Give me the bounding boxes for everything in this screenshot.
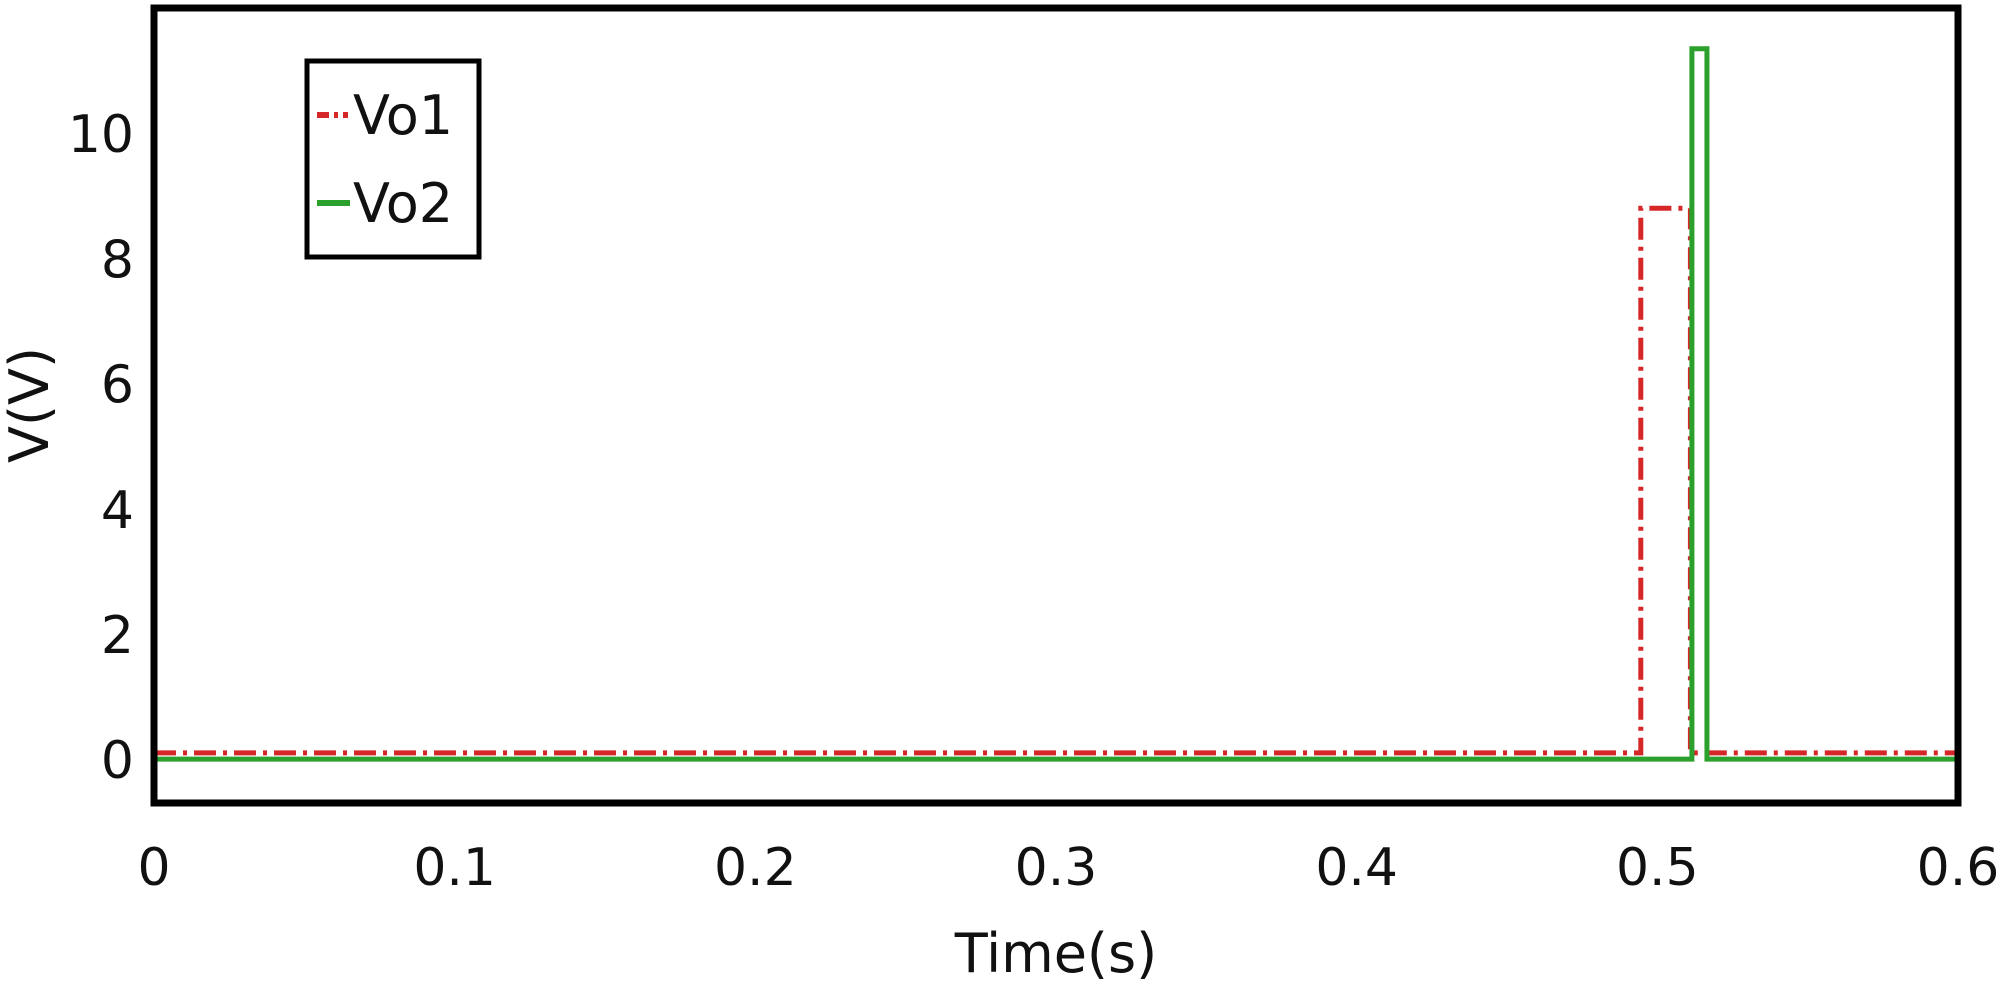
- y-axis-ticks: 0 2 4 6 8 10: [68, 105, 134, 791]
- x-tick-label: 0: [137, 838, 170, 898]
- x-axis-ticks: 0 0.1 0.2 0.3 0.4 0.5 0.6: [137, 838, 1999, 898]
- legend-box: [304, 58, 482, 260]
- x-tick-label: 0.1: [413, 838, 496, 898]
- series-line-vo1: [154, 205, 1958, 756]
- y-axis-title: V(V): [0, 347, 61, 463]
- x-tick-label: 0.6: [1917, 838, 2000, 898]
- y-tick-label: 8: [101, 230, 134, 290]
- legend-label-vo2: Vo2: [353, 172, 453, 235]
- y-tick-label: 6: [101, 356, 134, 416]
- y-tick-label: 4: [101, 481, 134, 541]
- series-line-vo2: [154, 46, 1958, 762]
- x-tick-label: 0.5: [1616, 838, 1699, 898]
- y-tick-label: 10: [68, 105, 134, 165]
- x-tick-label: 0.4: [1315, 838, 1398, 898]
- x-tick-label: 0.3: [1015, 838, 1098, 898]
- plot-frame: [150, 4, 1962, 807]
- legend-label-vo1: Vo1: [353, 84, 453, 147]
- series-layer: [154, 46, 1958, 762]
- legend: Vo1 Vo2: [304, 58, 482, 260]
- x-tick-label: 0.2: [714, 838, 797, 898]
- x-axis-title: Time(s): [954, 922, 1157, 985]
- y-tick-label: 0: [101, 731, 134, 791]
- y-tick-label: 2: [101, 606, 134, 666]
